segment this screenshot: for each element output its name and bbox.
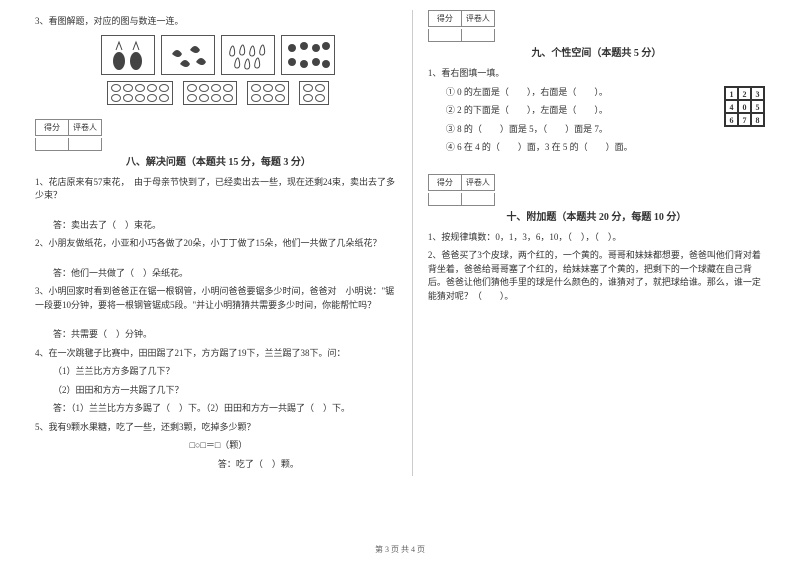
score-box-8: 得分 评卷人 bbox=[35, 119, 402, 136]
pears-icon bbox=[222, 36, 274, 74]
grid-cell: 0 bbox=[738, 100, 751, 113]
s9-l2: ② 2 的下面是（ ），左面是（ ）。 bbox=[446, 104, 765, 118]
s8-q5-ans: 答：吃了（ ）颗。 bbox=[115, 458, 402, 472]
right-column: 得分 评卷人 九、个性空间（本题共 5 分） 1、看右图填一填。 1 2 3 4… bbox=[413, 10, 765, 476]
s8-q4-ans: 答：（1）兰兰比方方多踢了（ ）下。（2）田田和方方一共踢了（ ）下。 bbox=[53, 402, 402, 416]
page-content: 3、看图解题，对应的图与数连一连。 bbox=[0, 0, 800, 476]
score-box-9: 得分 评卷人 bbox=[428, 10, 765, 27]
grid-cell: 4 bbox=[725, 100, 738, 113]
score-label-b: 评卷人 bbox=[69, 119, 102, 136]
section-9-title: 九、个性空间（本题共 5 分） bbox=[428, 44, 765, 59]
s8-q3: 3、小明回家时看到爸爸正在锯一根钢管，小明问爸爸要锯多少时间，爸爸对 小明说："… bbox=[35, 285, 402, 312]
score-label-b-9: 评卷人 bbox=[462, 10, 495, 27]
s8-q2: 2、小朋友做纸花，小亚和小巧各做了20朵，小丁丁做了15朵，他们一共做了几朵纸花… bbox=[35, 237, 402, 251]
img-birds bbox=[161, 35, 215, 75]
grid-cell: 3 bbox=[751, 87, 764, 100]
score-label-a-10: 得分 bbox=[428, 174, 462, 191]
s10-q1: 1、按规律填数：0，1，3，6，10，（ ），（ ）。 bbox=[428, 231, 765, 245]
grid-cell: 2 bbox=[738, 87, 751, 100]
score-box-10: 得分 评卷人 bbox=[428, 174, 765, 191]
s8-q4-s2: （2）田田和方方一共踢了几下？ bbox=[53, 384, 402, 398]
s9-block: 1 2 3 4 0 5 6 7 8 ① 0 的左面是（ ），右面是（ ）。 ② … bbox=[428, 86, 765, 160]
s8-q4-s1: （1）兰兰比方方多踢了几下？ bbox=[53, 365, 402, 379]
birds-icon bbox=[162, 36, 214, 74]
img-pineapple bbox=[101, 35, 155, 75]
pineapple-icon bbox=[102, 36, 154, 74]
page-footer: 第 3 页 共 4 页 bbox=[0, 544, 800, 555]
image-grid bbox=[101, 35, 335, 75]
s9-intro: 1、看右图填一填。 bbox=[428, 67, 765, 81]
score-under-10 bbox=[428, 193, 765, 206]
s8-q2-ans: 答：他们一共做了（ ）朵纸花。 bbox=[53, 267, 402, 281]
score-under-8 bbox=[35, 138, 402, 151]
left-column: 3、看图解题，对应的图与数连一连。 bbox=[35, 10, 413, 476]
s8-q5-expr: □○□＝□（颗） bbox=[35, 439, 402, 453]
oval-box-3 bbox=[247, 81, 289, 105]
section-8-title: 八、解决问题（本题共 15 分，每题 3 分） bbox=[35, 153, 402, 168]
s9-l1: ① 0 的左面是（ ），右面是（ ）。 bbox=[446, 86, 765, 100]
s10-q2: 2、爸爸买了3个皮球，两个红的，一个黄的。哥哥和妹妹都想要，爸爸叫他们背对着背坐… bbox=[428, 249, 765, 303]
score-label-b-10: 评卷人 bbox=[462, 174, 495, 191]
number-grid: 1 2 3 4 0 5 6 7 8 bbox=[724, 86, 765, 127]
oval-box-1 bbox=[107, 81, 173, 105]
s8-q3-ans: 答：共需要（ ）分钟。 bbox=[53, 328, 402, 342]
q3-intro: 3、看图解题，对应的图与数连一连。 bbox=[35, 15, 402, 29]
s8-q4: 4、在一次跳毽子比赛中，田田踢了21下，方方踢了19下，兰兰踢了38下。问： bbox=[35, 347, 402, 361]
grid-cell: 1 bbox=[725, 87, 738, 100]
score-label-a: 得分 bbox=[35, 119, 69, 136]
img-pears bbox=[221, 35, 275, 75]
s9-l3: ③ 8 的（ ）面是 5，（ ）面是 7。 bbox=[446, 123, 765, 137]
grid-cell: 8 bbox=[751, 113, 764, 126]
score-under-9 bbox=[428, 29, 765, 42]
grid-cell: 7 bbox=[738, 113, 751, 126]
oval-box-2 bbox=[183, 81, 237, 105]
s8-q5: 5、我有9颗水果糖，吃了一些，还剩3颗，吃掉多少颗？ bbox=[35, 421, 402, 435]
s9-l4: ④ 6 在 4 的（ ）面，3 在 5 的（ ）面。 bbox=[446, 141, 765, 155]
oval-box-4 bbox=[299, 81, 329, 105]
grid-cell: 5 bbox=[751, 100, 764, 113]
img-flowers bbox=[281, 35, 335, 75]
s8-q1: 1、花店原来有57束花， 由于母亲节快到了，已经卖出去一些，现在还剩24束，卖出… bbox=[35, 176, 402, 203]
image-row-top bbox=[35, 35, 402, 75]
flowers-icon bbox=[282, 36, 334, 74]
s8-q1-ans: 答：卖出去了（ ）束花。 bbox=[53, 219, 402, 233]
grid-cell: 6 bbox=[725, 113, 738, 126]
score-label-a-9: 得分 bbox=[428, 10, 462, 27]
section-10-title: 十、附加题（本题共 20 分，每题 10 分） bbox=[428, 208, 765, 223]
oval-row bbox=[35, 81, 402, 105]
